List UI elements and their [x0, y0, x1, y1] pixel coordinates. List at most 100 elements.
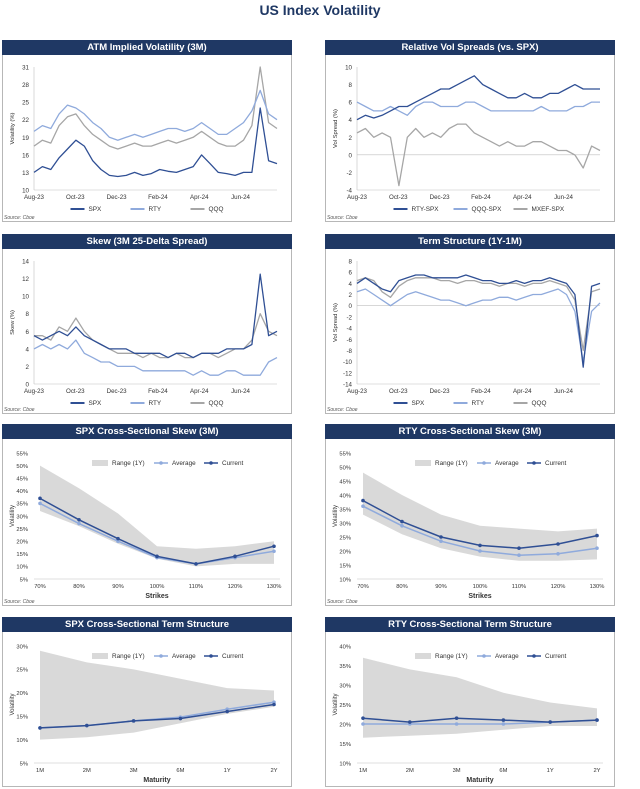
source-note: Source: Cboe [327, 599, 358, 605]
panel-title: RTY Cross-Sectional Term Structure [325, 617, 615, 632]
data-point-current [517, 546, 521, 550]
data-point-average [501, 722, 506, 726]
series-line-rty-spx [356, 75, 600, 121]
data-point-average [478, 549, 482, 553]
y-axis-label: Volatility [333, 505, 339, 527]
x-tick-label: Aug-23 [24, 388, 45, 395]
y-tick-label: 2 [26, 364, 30, 371]
series-line-spx [356, 274, 601, 368]
y-axis-label: Volatility [333, 693, 339, 715]
source-note: Source: Cboe [4, 215, 35, 221]
y-tick-label: 0 [26, 382, 30, 389]
y-tick-label: 25% [16, 527, 28, 533]
x-tick-label: 1M [36, 768, 44, 774]
y-tick-label: 35% [339, 507, 351, 513]
series-line-qqq [34, 313, 278, 359]
data-point-current [478, 543, 482, 548]
x-tick-label: Apr-24 [190, 194, 209, 201]
y-tick-label: 25 [22, 100, 29, 107]
x-tick-label: 80% [396, 584, 408, 590]
y-tick-label: -6 [346, 337, 352, 344]
data-point-current [116, 536, 120, 541]
x-axis-label: Strikes [145, 593, 168, 600]
x-tick-label: Feb-24 [148, 388, 168, 395]
y-tick-label: -2 [346, 314, 352, 321]
x-axis-label: Maturity [143, 777, 170, 784]
legend-marker [209, 461, 213, 465]
y-tick-label: 35% [16, 502, 28, 508]
panel-title: SPX Cross-Sectional Skew (3M) [2, 424, 292, 439]
y-tick-label: 25% [339, 535, 351, 541]
x-tick-label: Jun-24 [231, 194, 250, 201]
legend-label: SPX [89, 206, 103, 213]
panel-body [2, 439, 292, 606]
data-point-current [595, 718, 599, 722]
range-area [40, 465, 274, 567]
x-tick-label: Feb-24 [471, 388, 491, 395]
y-tick-label: 30% [16, 514, 28, 520]
panel-title: Term Structure (1Y-1M) [325, 234, 615, 249]
y-tick-label: -12 [343, 370, 353, 377]
x-tick-label: Aug-23 [347, 388, 368, 395]
data-point-current [272, 544, 276, 549]
y-tick-label: 40% [339, 493, 351, 499]
x-tick-label: 1M [359, 768, 367, 774]
legend-marker [159, 654, 163, 658]
legend-label: QQQ [209, 400, 224, 407]
series-line-rty [33, 89, 278, 141]
data-point-current [38, 726, 42, 730]
y-tick-label: 28 [22, 82, 29, 89]
legend-label: Range (1Y) [112, 653, 145, 660]
range-area [363, 472, 597, 561]
legend-label: QQQ-SPX [472, 206, 503, 213]
legend-label: RTY [149, 400, 162, 407]
x-tick-label: 2Y [270, 768, 277, 774]
y-tick-label: 40% [16, 489, 28, 495]
x-tick-label: 6M [499, 768, 507, 774]
x-tick-label: 70% [357, 584, 369, 590]
data-point-average [38, 501, 42, 506]
x-tick-label: 2M [83, 768, 91, 774]
y-tick-label: 20% [16, 691, 28, 697]
y-tick-label: 55% [16, 451, 28, 457]
x-tick-label: 90% [435, 584, 447, 590]
panel-title: Skew (3M 25-Delta Spread) [2, 234, 292, 249]
series-line-current [39, 703, 275, 729]
x-tick-label: Apr-24 [513, 388, 532, 395]
y-tick-label: 55% [339, 451, 351, 457]
series-line-spx [33, 273, 278, 359]
data-point-current [548, 720, 552, 724]
y-tick-label: 8 [349, 259, 353, 266]
data-point-current [439, 535, 443, 539]
data-point-current [38, 496, 42, 501]
x-tick-label: Oct-23 [66, 388, 85, 395]
data-point-average [77, 521, 81, 526]
x-tick-label: 6M [176, 768, 184, 774]
y-tick-label: 10 [22, 294, 29, 301]
data-point-current [233, 554, 237, 559]
panel-body [2, 249, 292, 414]
panel-skew: Skew (3M 25-Delta Spread) 0 2 4 6 8 10 12 14 Ske… [2, 234, 292, 414]
x-tick-label: Oct-23 [66, 194, 85, 201]
x-tick-label: Aug-23 [24, 194, 45, 201]
panel-relative-vol-spreads: Relative Vol Spreads (vs. SPX) -4 -2 0 2 4 6 8… [325, 40, 615, 222]
y-tick-label: 0 [349, 152, 353, 159]
legend-label: Range (1Y) [435, 653, 468, 660]
x-tick-label: Feb-24 [471, 194, 491, 201]
series-line-rty [356, 288, 601, 363]
y-tick-label: 6 [26, 329, 30, 336]
y-tick-label: 15% [339, 742, 351, 748]
y-tick-label: 8 [349, 82, 353, 89]
legend-label: RTY-SPX [412, 206, 440, 213]
term-chart: -14 -12 -10 -8 -6 -4 -2 0 2 4 6 8 Vol Spread (%) Aug-… [327, 259, 601, 413]
x-axis-label: Strikes [468, 593, 491, 600]
legend-label: Average [172, 653, 196, 660]
data-point-current [131, 719, 136, 723]
x-tick-label: Aug-23 [347, 194, 368, 201]
x-tick-label: Apr-24 [190, 388, 209, 395]
legend-label: SPX [412, 400, 426, 407]
x-tick-label: 70% [34, 584, 46, 590]
legend-label: MXEF-SPX [532, 206, 565, 213]
data-point-average [517, 553, 521, 557]
x-tick-label: Dec-23 [430, 194, 451, 201]
